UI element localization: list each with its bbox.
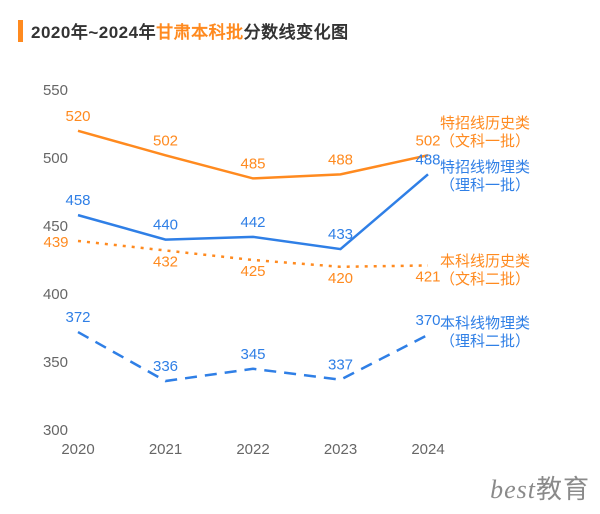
y-tick-label: 300 xyxy=(43,422,68,439)
chart: 300350400450500550 20202021202220232024 … xyxy=(30,70,575,490)
x-tick-label: 2023 xyxy=(324,441,357,458)
point-label: 370 xyxy=(415,312,440,329)
title-post: 分数线变化图 xyxy=(244,23,349,42)
point-label: 337 xyxy=(328,357,353,374)
point-label: 345 xyxy=(240,346,265,363)
point-label: 439 xyxy=(43,234,68,251)
point-label: 502 xyxy=(153,132,178,149)
point-label: 488 xyxy=(415,151,440,168)
point-label: 488 xyxy=(328,151,353,168)
point-label: 440 xyxy=(153,217,178,234)
point-label: 433 xyxy=(328,226,353,243)
point-label: 502 xyxy=(415,132,440,149)
point-label: 432 xyxy=(153,253,178,270)
y-tick-label: 450 xyxy=(43,218,68,235)
point-label: 336 xyxy=(153,358,178,375)
chart-title: 2020年~2024年甘肃本科批分数线变化图 xyxy=(0,0,600,43)
series-group: 520 502 485 488 502 458 440 442 433 488 439 432 425 4… xyxy=(43,108,440,381)
point-label: 520 xyxy=(65,108,90,125)
point-label: 372 xyxy=(65,309,90,326)
legend-label: 特招线历史类 xyxy=(440,115,530,132)
legend: 特招线历史类（文科一批） 特招线物理类（理科一批） 本科线历史类（文科二批） 本科线物… xyxy=(440,115,530,350)
x-axis: 2020 2021 2022 2023 2024 xyxy=(61,441,444,458)
legend-label: 本科线历史类 xyxy=(440,253,530,270)
y-tick-label: 350 xyxy=(43,354,68,371)
y-tick-label: 500 xyxy=(43,150,68,167)
y-tick-label: 550 xyxy=(43,82,68,99)
legend-sublabel: （文科一批） xyxy=(440,133,530,150)
y-tick-label: 400 xyxy=(43,286,68,303)
point-label: 421 xyxy=(415,268,440,285)
title-text: 2020年~2024年甘肃本科批分数线变化图 xyxy=(31,18,349,43)
y-axis: 300 350 400 450 500 550 xyxy=(43,82,68,439)
title-accent-bar xyxy=(18,20,23,42)
series-line-s2 xyxy=(78,174,428,249)
title-pre: 2020年~2024年 xyxy=(31,23,156,42)
point-label: 442 xyxy=(240,214,265,231)
legend-label: 本科线物理类 xyxy=(440,315,530,332)
point-label: 425 xyxy=(240,263,265,280)
x-tick-label: 2021 xyxy=(149,441,182,458)
legend-sublabel: （理科一批） xyxy=(440,177,530,194)
chart-svg: 300350400450500550 20202021202220232024 … xyxy=(30,70,575,490)
point-label: 420 xyxy=(328,270,353,287)
point-label: 458 xyxy=(65,192,90,209)
x-tick-label: 2024 xyxy=(411,441,444,458)
x-tick-label: 2022 xyxy=(236,441,269,458)
x-tick-label: 2020 xyxy=(61,441,94,458)
point-label: 485 xyxy=(240,155,265,172)
legend-sublabel: （理科二批） xyxy=(440,333,530,350)
legend-label: 特招线物理类 xyxy=(440,159,530,176)
legend-sublabel: （文科二批） xyxy=(440,271,530,288)
title-highlight: 甘肃本科批 xyxy=(156,23,244,42)
gridlines xyxy=(78,90,428,430)
